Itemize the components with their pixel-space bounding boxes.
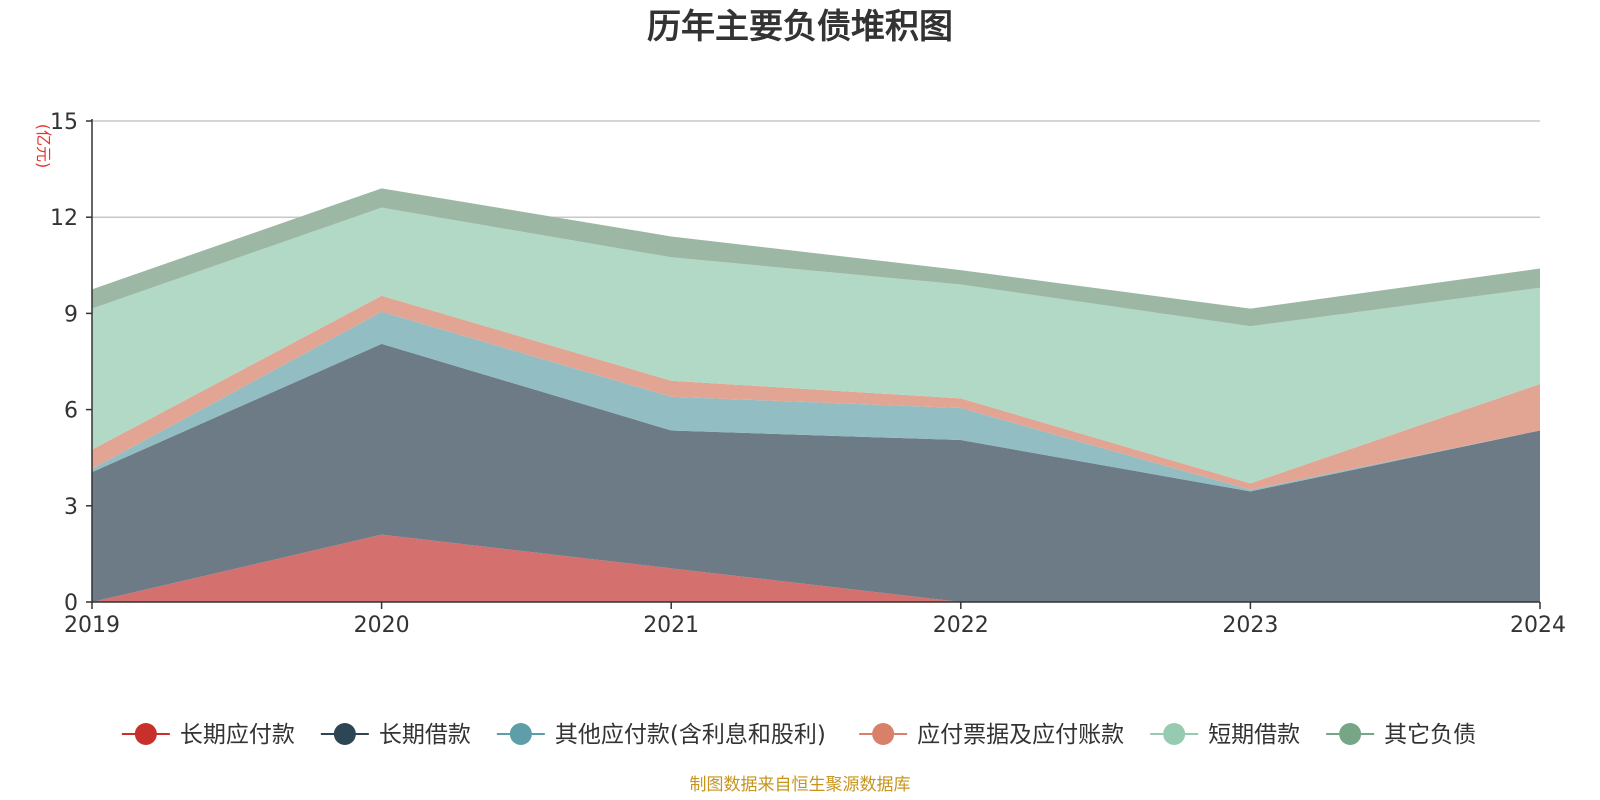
area-series-1 <box>92 534 1540 602</box>
area-series-5 <box>92 207 1540 484</box>
legend-item-4[interactable]: 应付票据及应付账款 <box>859 722 1124 748</box>
source-note: 制图数据来自恒生聚源数据库 <box>690 775 911 795</box>
legend-marker <box>872 723 895 745</box>
legend: 长期应付款 长期借款 其他应付款(含利息和股利) 应付票据及应付账款 短期借款 其它负债 <box>121 722 1476 748</box>
x-tick-label: 2021 <box>643 613 699 638</box>
area-series-4 <box>92 295 1540 490</box>
legend-label: 其它负债 <box>1384 722 1476 748</box>
chart-title: 历年主要负债堆积图 <box>647 7 953 47</box>
x-tick-label: 2020 <box>354 613 410 638</box>
y-tick-label: 3 <box>64 495 78 520</box>
legend-marker <box>1163 723 1186 745</box>
y-tick-label: 9 <box>64 302 78 327</box>
y-tick-label: 15 <box>50 110 78 135</box>
area-layers <box>92 188 1540 602</box>
legend-label: 长期应付款 <box>180 722 295 748</box>
area-series-2 <box>92 343 1540 602</box>
legend-label: 其他应付款(含利息和股利) <box>555 722 826 748</box>
legend-marker <box>333 723 356 745</box>
legend-label: 长期借款 <box>379 722 471 748</box>
legend-item-1[interactable]: 长期应付款 <box>121 722 295 748</box>
x-tick-label: 2023 <box>1222 613 1278 638</box>
legend-label: 应付票据及应付账款 <box>917 722 1124 748</box>
y-axis-unit: (亿元) <box>34 124 53 169</box>
axes: 0 3 6 9 12 15 2019 2020 2021 2022 2023 2024 <box>50 110 1566 638</box>
area-series-6 <box>92 188 1540 327</box>
legend-label: 短期借款 <box>1208 722 1300 748</box>
legend-item-2[interactable]: 长期借款 <box>320 722 471 748</box>
x-tick-label: 2022 <box>933 613 989 638</box>
legend-marker <box>134 723 157 745</box>
y-tick-label: 0 <box>64 591 78 616</box>
legend-item-5[interactable]: 短期借款 <box>1150 722 1300 748</box>
y-tick-label: 6 <box>64 399 78 424</box>
y-tick-label: 12 <box>50 206 78 231</box>
legend-item-6[interactable]: 其它负债 <box>1326 722 1476 748</box>
area-series-3 <box>92 311 1540 492</box>
x-tick-label: 2024 <box>1510 613 1566 638</box>
legend-marker <box>1339 723 1362 745</box>
x-tick-label: 2019 <box>64 613 120 638</box>
legend-item-3[interactable]: 其他应付款(含利息和股利) <box>496 722 826 748</box>
legend-marker <box>509 723 532 745</box>
